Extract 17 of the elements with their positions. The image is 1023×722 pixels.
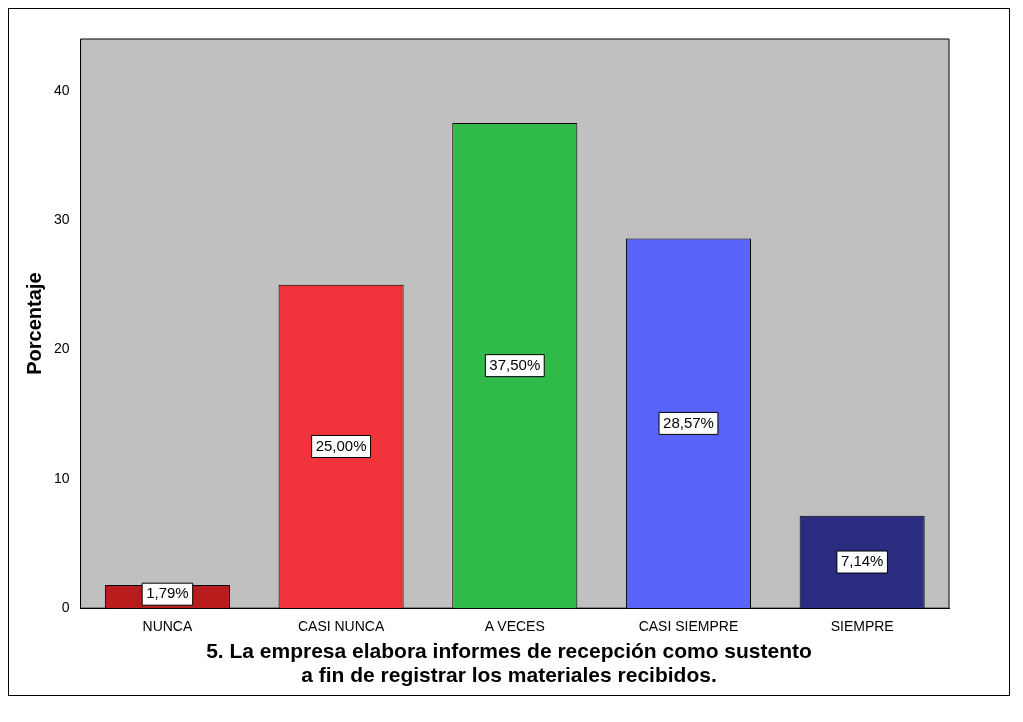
x-tick-label: CASI NUNCA (297, 618, 385, 635)
x-tick-label: A VECES (484, 618, 545, 635)
y-tick-label: 10 (53, 469, 70, 486)
x-tick-label: NUNCA (142, 618, 193, 635)
data-label: 28,57% (663, 413, 714, 431)
data-label: 1,79% (146, 584, 189, 602)
y-tick-label: 0 (61, 599, 70, 616)
y-axis-title: Porcentaje (22, 272, 45, 375)
y-tick-label: 20 (53, 340, 70, 357)
data-label: 7,14% (840, 552, 884, 570)
y-tick-label: 30 (53, 210, 70, 227)
data-label: 25,00% (315, 436, 367, 454)
x-axis-title: 5. La empresa elabora informes de recepción como sustento a fin de registrar los materiales recibidos. (205, 639, 813, 687)
x-tick-label: SIEMPRE (830, 618, 894, 635)
y-tick-label: 40 (53, 81, 70, 98)
x-tick-label: CASI SIEMPRE (638, 618, 739, 635)
data-label: 37,50% (489, 355, 541, 373)
